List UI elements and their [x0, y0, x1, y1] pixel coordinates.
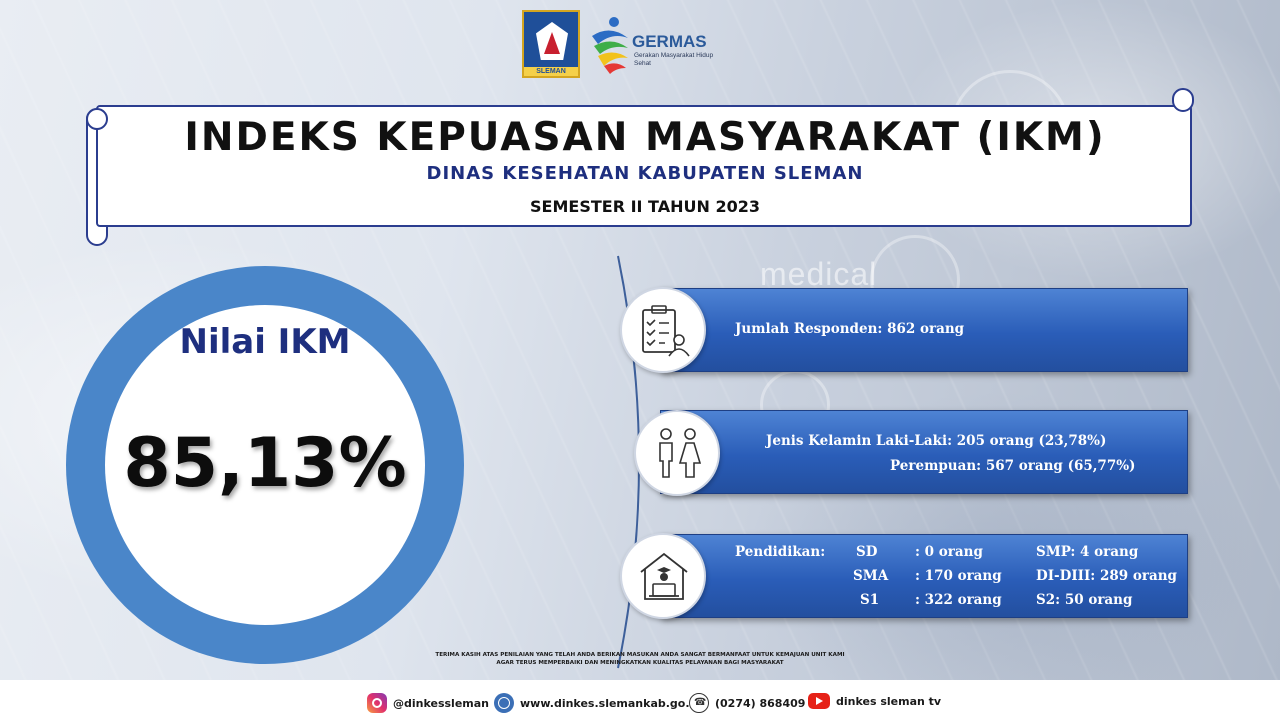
thank-you-line: AGAR TERUS MEMPERBAIKI DAN MENINGKATKAN …: [496, 660, 784, 666]
education-other: SMP: 4 orang: [1036, 544, 1139, 560]
sleman-logo-label: SLEMAN: [524, 67, 578, 76]
education-level: S1: [860, 592, 880, 608]
footer-instagram[interactable]: @dinkessleman: [367, 693, 489, 713]
phone-icon: ☎: [689, 693, 709, 713]
education-count: : 322 orang: [915, 592, 1002, 608]
germas-swirl-icon: [592, 17, 628, 74]
background-word: medical: [760, 256, 878, 292]
male-female-icon: [659, 428, 702, 478]
education-level: SMA: [853, 568, 889, 584]
youtube-channel: dinkes sleman tv: [836, 694, 942, 708]
education-box: [660, 534, 1188, 618]
education-count: : 0 orang: [915, 544, 983, 560]
gender-icon-circle: [634, 410, 720, 496]
thank-you-line: TERIMA KASIH ATAS PENILAIAN YANG TELAH A…: [435, 652, 845, 658]
instagram-handle: @dinkessleman: [393, 696, 489, 710]
survey-clipboard-icon-circle: [620, 287, 706, 373]
gender-box: [660, 410, 1188, 494]
footer-bar: [0, 680, 1280, 720]
ikm-circle: [105, 305, 425, 625]
germas-subtitle: Gerakan Masyarakat Hidup Sehat: [634, 52, 714, 67]
scroll-curl-topleft: [86, 108, 108, 130]
survey-clipboard-icon: [642, 305, 690, 357]
phone-number: (0274) 868409: [715, 696, 806, 710]
footer-phone[interactable]: ☎ (0274) 868409: [689, 693, 805, 713]
page-subtitle: DINAS KESEHATAN KABUPATEN SLEMAN: [426, 163, 864, 184]
title-scroll-banner: [96, 105, 1192, 227]
ikm-value: 85,13%: [123, 424, 407, 503]
education-level: SD: [856, 544, 878, 560]
respondents-box: [660, 288, 1188, 372]
education-count: : 170 orang: [915, 568, 1002, 584]
respondents-count: Jumlah Responden: 862 orang: [735, 321, 965, 337]
youtube-icon: [808, 693, 830, 709]
education-label: Pendidikan:: [735, 544, 826, 560]
page-title: INDEKS KEPUASAN MASYARAKAT (IKM): [184, 115, 1106, 160]
instagram-icon: [367, 693, 387, 713]
germas-logo: GERMAS Gerakan Masyarakat Hidup Sehat: [588, 14, 718, 76]
scroll-curl-right: [1172, 88, 1194, 112]
gender-female-line: Perempuan: 567 orang (65,77%): [890, 458, 1136, 474]
education-other: S2: 50 orang: [1036, 592, 1133, 608]
germas-title: GERMAS: [632, 32, 707, 51]
education-other: DI-DIII: 289 orang: [1036, 568, 1177, 584]
globe-icon: [494, 693, 514, 713]
sleman-regency-logo: SLEMAN: [522, 10, 580, 78]
home-study-icon: [640, 552, 688, 600]
ikm-label: Nilai IKM: [179, 322, 351, 362]
thank-you-note: TERIMA KASIH ATAS PENILAIAN YANG TELAH A…: [380, 651, 900, 667]
gender-male-line: Jenis Kelamin Laki-Laki: 205 orang (23,7…: [766, 433, 1107, 449]
footer-youtube[interactable]: dinkes sleman tv: [808, 693, 941, 709]
semester-label: SEMESTER II TAHUN 2023: [530, 197, 760, 216]
footer-website[interactable]: www.dinkes.slemankab.go.id: [494, 693, 701, 713]
education-icon-circle: [620, 533, 706, 619]
website-url: www.dinkes.slemankab.go.id: [520, 696, 702, 710]
